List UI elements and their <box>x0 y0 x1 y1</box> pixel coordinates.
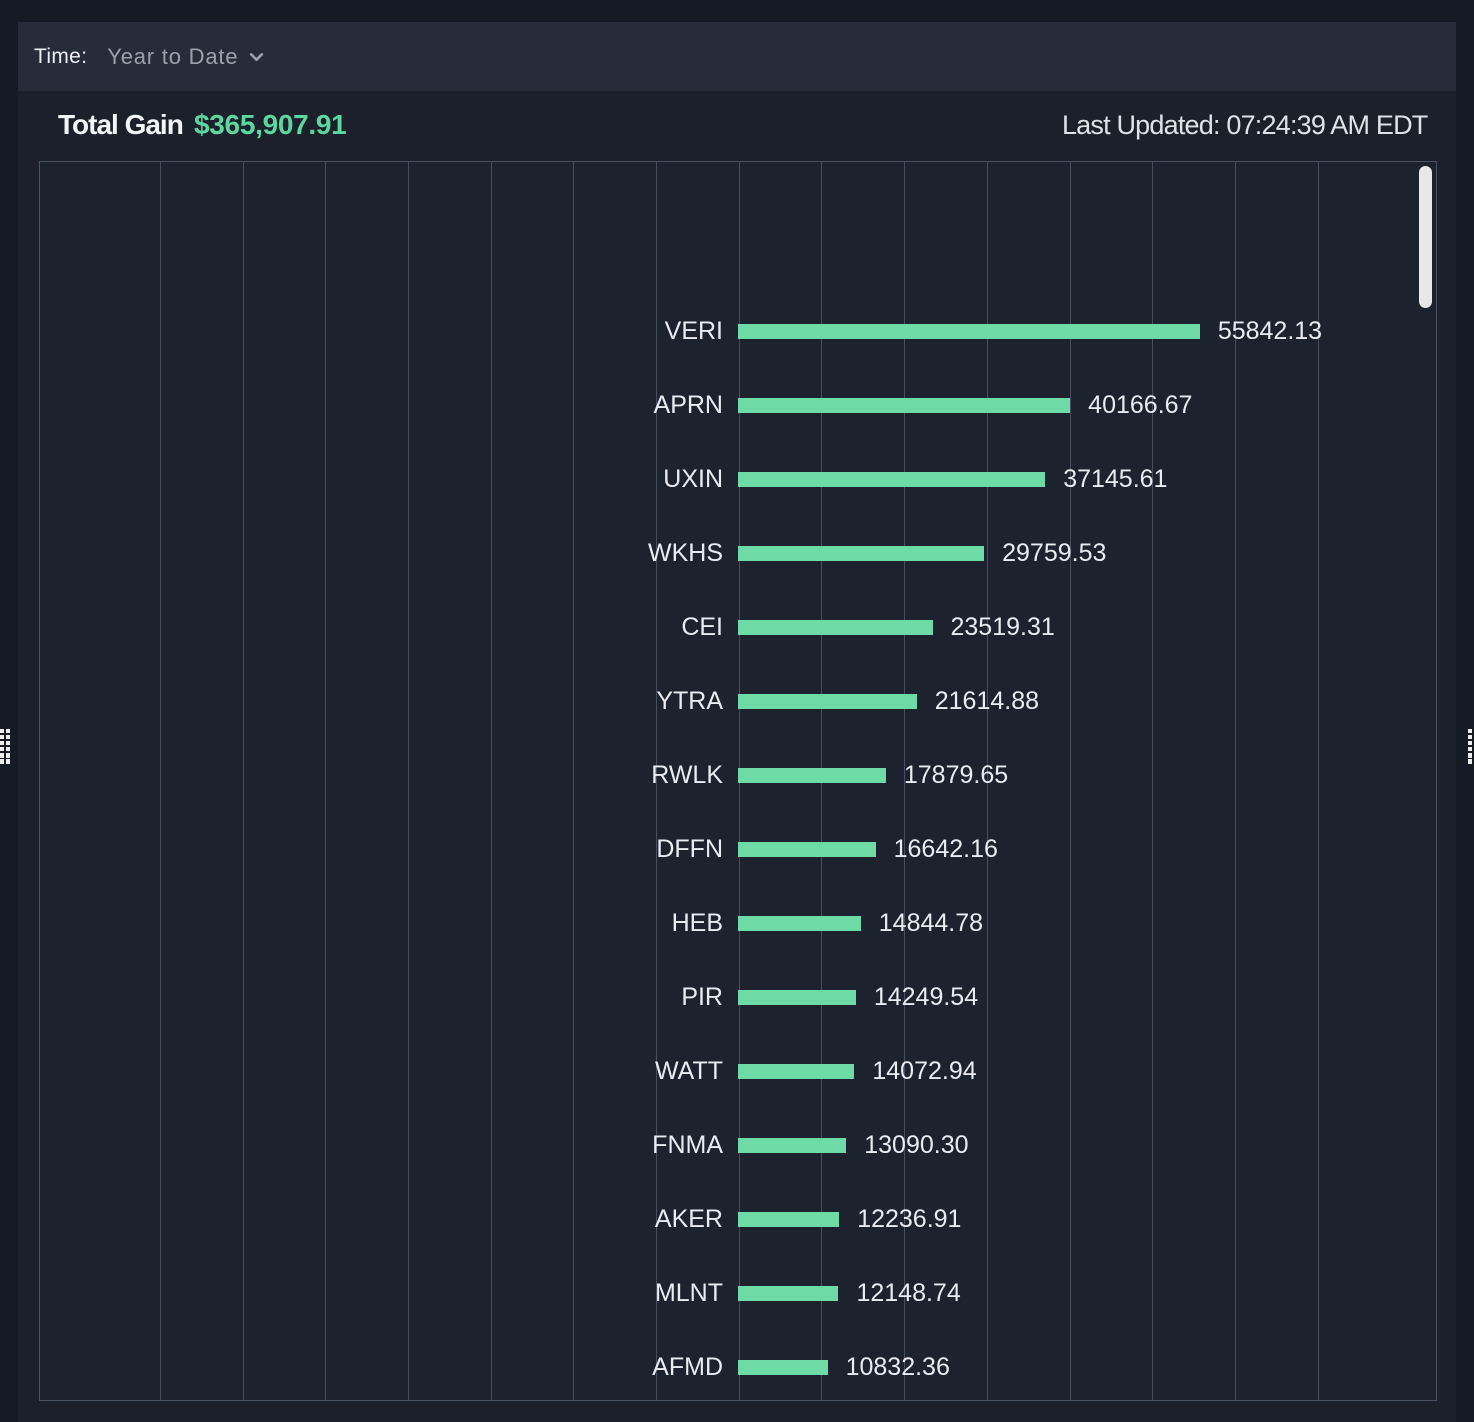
value-label: 55842.13 <box>1217 316 1323 345</box>
value-label: 14249.54 <box>873 982 979 1011</box>
value-label: 23519.31 <box>950 612 1055 641</box>
bar-row: WATT 14072.94 <box>40 1058 1436 1083</box>
ticker-label: WKHS <box>648 538 723 567</box>
bar-row: MLNT 12148.74 <box>40 1280 1436 1305</box>
right-resize-handle[interactable] <box>1467 729 1474 764</box>
bar-row: YTRA 21614.88 <box>40 688 1436 713</box>
bar-row: FNMA 13090.30 <box>40 1132 1436 1157</box>
time-range-value[interactable]: Year to Date <box>107 43 239 69</box>
value-label: 40166.67 <box>1088 390 1193 419</box>
bar-row: AFMD 10832.36 <box>40 1354 1436 1379</box>
gridline <box>407 162 409 1400</box>
ticker-label: RWLK <box>651 760 723 789</box>
left-resize-handle[interactable] <box>0 729 11 764</box>
gridline <box>1234 162 1236 1400</box>
gridline <box>1317 162 1319 1400</box>
bar-chart: VERI 55842.13 APRN 40166.67 UXIN 37145.61 WKHS… <box>39 161 1437 1401</box>
bar-row: APRN 40166.67 <box>40 392 1436 417</box>
gridline <box>490 162 492 1400</box>
ticker-label: AKER <box>654 1204 723 1233</box>
gridline <box>159 162 161 1400</box>
gridline <box>904 162 906 1400</box>
time-range-header: Time: Year to Date <box>18 22 1456 91</box>
value-label: 10832.36 <box>845 1352 950 1381</box>
gridline <box>242 162 244 1400</box>
value-label: 13090.30 <box>864 1130 969 1159</box>
value-label: 14844.78 <box>878 908 984 937</box>
total-gain-label: Total Gain <box>58 108 184 140</box>
time-range-dropdown[interactable]: Year to Date <box>107 44 264 70</box>
ticker-label: WATT <box>654 1056 723 1085</box>
gain-bar <box>738 1137 847 1153</box>
ticker-label: PIR <box>681 982 723 1011</box>
gain-bar <box>738 1063 855 1079</box>
gridline <box>1152 162 1154 1400</box>
gain-bar <box>738 545 985 561</box>
ticker-label: APRN <box>653 390 723 419</box>
gain-bar <box>738 1359 828 1375</box>
gridline <box>986 162 988 1400</box>
ticker-label: FNMA <box>652 1130 723 1159</box>
value-label: 12148.74 <box>856 1278 961 1307</box>
gridline <box>573 162 575 1400</box>
gain-bar <box>738 471 1046 487</box>
value-label: 16642.16 <box>893 834 998 863</box>
gridline <box>656 162 657 1400</box>
bar-row: PIR 14249.54 <box>40 984 1436 1009</box>
chevron-down-icon <box>250 52 264 61</box>
ticker-label: HEB <box>671 908 723 937</box>
value-label: 37145.61 <box>1063 464 1168 493</box>
gain-bar <box>738 323 1200 339</box>
bar-row: CEI 23519.31 <box>40 614 1436 639</box>
last-updated-text: Last Updated: 07:24:39 AM EDT <box>1061 110 1428 140</box>
gain-bar <box>738 989 856 1005</box>
gridline <box>1069 162 1071 1400</box>
gain-bar <box>738 1285 839 1301</box>
value-label: 17879.65 <box>903 760 1009 789</box>
ticker-label: MLNT <box>654 1278 723 1307</box>
bar-row: VERI 55842.13 <box>40 318 1436 343</box>
bar-row: UXIN 37145.61 <box>40 466 1436 491</box>
gain-bar <box>738 693 917 709</box>
gain-bar <box>738 619 933 635</box>
ticker-label: AFMD <box>652 1352 723 1381</box>
bar-row: RWLK 17879.65 <box>40 762 1436 787</box>
ticker-label: YTRA <box>656 686 723 715</box>
value-label: 14072.94 <box>872 1056 977 1085</box>
gain-bar <box>738 841 876 857</box>
chart-scrollbar-thumb[interactable] <box>1419 166 1432 308</box>
ticker-label: DFFN <box>656 834 723 863</box>
bar-row: DFFN 16642.16 <box>40 836 1436 861</box>
gridline <box>325 162 327 1400</box>
ticker-label: VERI <box>664 316 723 345</box>
gain-bar <box>738 1211 840 1227</box>
ticker-label: UXIN <box>663 464 723 493</box>
value-label: 29759.53 <box>1002 538 1107 567</box>
bar-row: HEB 14844.78 <box>40 910 1436 935</box>
gain-bar <box>738 915 861 931</box>
ticker-label: CEI <box>681 612 723 641</box>
bar-row: AKER 12236.91 <box>40 1206 1436 1231</box>
value-label: 21614.88 <box>934 686 1040 715</box>
gain-bar <box>738 767 886 783</box>
total-gain-value: $365,907.91 <box>194 108 347 140</box>
gains-widget: Time: Year to Date Total Gain $365,907.9… <box>18 22 1456 1422</box>
bar-row: WKHS 29759.53 <box>40 540 1436 565</box>
value-label: 12236.91 <box>857 1204 962 1233</box>
time-label: Time: <box>34 44 88 68</box>
gain-bar <box>738 397 1071 413</box>
